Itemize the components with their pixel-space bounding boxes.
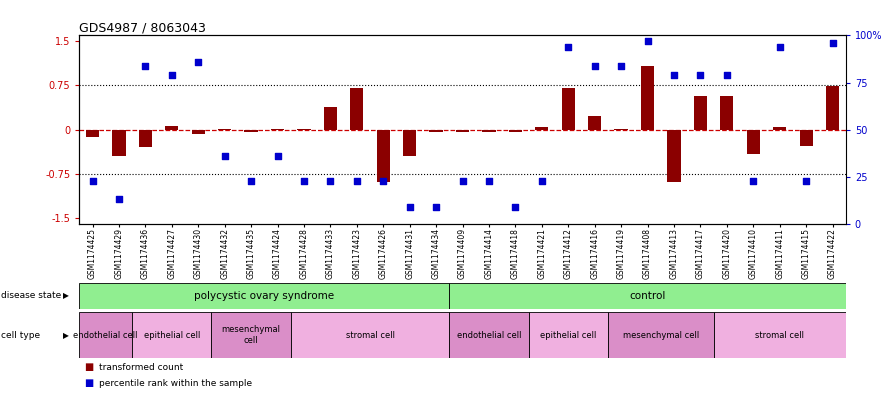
Point: [138, 62, 152, 69]
Text: transformed count: transformed count: [99, 363, 183, 372]
Text: stromal cell: stromal cell: [755, 331, 804, 340]
Text: endothelial cell: endothelial cell: [73, 331, 138, 340]
Point: [535, 178, 549, 184]
Bar: [85, 130, 99, 137]
Point: [693, 72, 707, 78]
Bar: [799, 130, 812, 146]
Point: [85, 178, 100, 184]
Text: disease state: disease state: [1, 291, 61, 300]
Text: epithelial cell: epithelial cell: [144, 331, 200, 340]
Bar: [191, 130, 204, 134]
Bar: [529, 312, 608, 358]
Bar: [608, 312, 714, 358]
Point: [429, 204, 443, 210]
Text: cell type: cell type: [1, 331, 40, 340]
Text: GDS4987 / 8063043: GDS4987 / 8063043: [79, 21, 206, 34]
Text: ▶: ▶: [63, 291, 70, 300]
Text: mesenchymal
cell: mesenchymal cell: [222, 325, 280, 345]
Point: [799, 178, 813, 184]
Bar: [747, 130, 759, 154]
Bar: [826, 86, 839, 130]
Text: stromal cell: stromal cell: [345, 331, 395, 340]
Bar: [112, 130, 125, 156]
Bar: [79, 312, 132, 358]
Bar: [449, 283, 846, 309]
Bar: [377, 130, 389, 182]
Point: [270, 153, 285, 159]
Bar: [774, 127, 786, 130]
Point: [191, 59, 205, 65]
Text: endothelial cell: endothelial cell: [456, 331, 522, 340]
Bar: [297, 129, 310, 130]
Bar: [350, 88, 363, 130]
Bar: [324, 107, 337, 130]
Point: [825, 40, 840, 46]
Bar: [714, 312, 846, 358]
Bar: [694, 96, 707, 130]
Text: polycystic ovary syndrome: polycystic ovary syndrome: [194, 291, 335, 301]
Bar: [132, 312, 211, 358]
Bar: [166, 125, 178, 130]
Bar: [449, 312, 529, 358]
Point: [323, 178, 337, 184]
Bar: [535, 127, 548, 130]
Bar: [641, 66, 654, 130]
Bar: [508, 130, 522, 132]
Text: percentile rank within the sample: percentile rank within the sample: [99, 379, 252, 387]
Point: [508, 204, 522, 210]
Text: epithelial cell: epithelial cell: [540, 331, 596, 340]
Point: [112, 196, 126, 203]
Point: [667, 72, 681, 78]
Text: control: control: [629, 291, 666, 301]
Bar: [562, 88, 574, 130]
Text: ▶: ▶: [63, 331, 70, 340]
Point: [244, 178, 258, 184]
Bar: [403, 130, 416, 156]
Bar: [430, 130, 442, 132]
Bar: [218, 129, 231, 130]
Point: [376, 178, 390, 184]
Bar: [668, 130, 680, 182]
Point: [350, 178, 364, 184]
Bar: [720, 96, 733, 130]
Point: [720, 72, 734, 78]
Bar: [614, 129, 627, 130]
Point: [218, 153, 232, 159]
Text: mesenchymal cell: mesenchymal cell: [623, 331, 699, 340]
Bar: [79, 283, 449, 309]
Bar: [483, 130, 495, 132]
Point: [746, 178, 760, 184]
Point: [640, 38, 655, 44]
Bar: [291, 312, 449, 358]
Text: ■: ■: [84, 362, 93, 373]
Point: [482, 178, 496, 184]
Point: [297, 178, 311, 184]
Point: [403, 204, 417, 210]
Point: [773, 44, 787, 50]
Point: [455, 178, 470, 184]
Bar: [211, 312, 291, 358]
Point: [165, 72, 179, 78]
Point: [614, 62, 628, 69]
Bar: [589, 116, 601, 130]
Point: [561, 44, 575, 50]
Bar: [456, 130, 469, 132]
Bar: [139, 130, 152, 147]
Point: [588, 62, 602, 69]
Text: ■: ■: [84, 378, 93, 388]
Bar: [270, 129, 284, 130]
Bar: [244, 130, 257, 132]
